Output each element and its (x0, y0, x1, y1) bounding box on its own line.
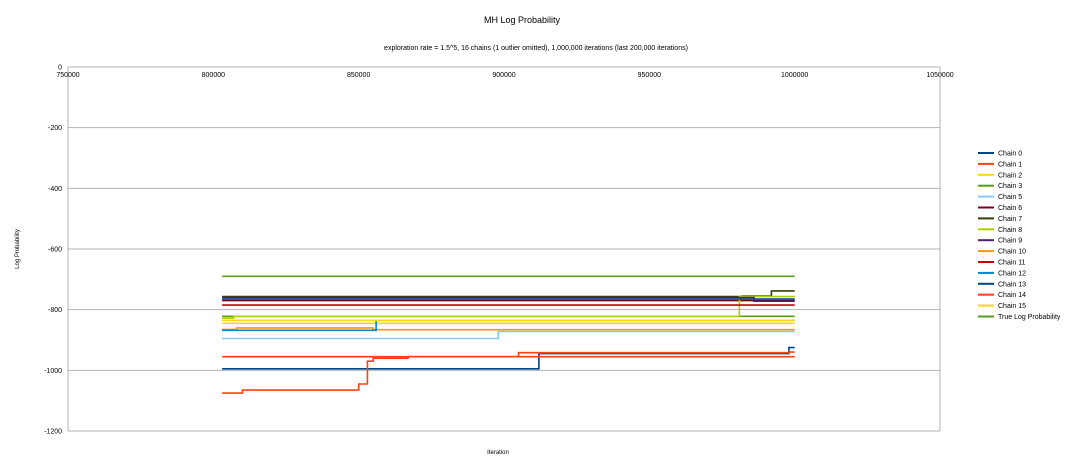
y-tick-label: -400 (48, 186, 62, 193)
x-tick-label: 950000 (638, 72, 661, 79)
legend-entry: Chain 0 (998, 151, 1022, 158)
series-line-6 (222, 290, 795, 298)
y-tick-label: -200 (48, 125, 62, 132)
legend-entry: Chain 12 (998, 270, 1026, 277)
gridlines (68, 66, 940, 432)
x-axis-label: Iteration (487, 450, 509, 456)
x-tick-label: 900000 (492, 72, 515, 79)
legend-entry: Chain 15 (998, 303, 1026, 310)
series-line-1 (222, 351, 795, 394)
legend-entry: Chain 1 (998, 161, 1022, 168)
x-tick-label: 1000000 (781, 72, 808, 79)
y-tick-label: -1000 (44, 368, 62, 375)
legend-entry: Chain 9 (998, 238, 1022, 245)
legend-entry: Chain 14 (998, 292, 1026, 299)
legend-entry: Chain 6 (998, 205, 1022, 212)
series-line-0 (222, 346, 795, 370)
legend-entry: Chain 10 (998, 249, 1026, 256)
legend-entry: Chain 13 (998, 281, 1026, 288)
x-tick-label: 850000 (347, 72, 370, 79)
y-axis-label: Log Probability (15, 229, 21, 269)
legend-entry: Chain 11 (998, 260, 1026, 267)
series-line-9 (222, 327, 795, 331)
legend-entry: Chain 3 (998, 183, 1022, 190)
chart-title: MH Log Probability (484, 15, 561, 25)
y-tick-label: -600 (48, 247, 62, 254)
chart-subtitle: exploration rate = 1.5^5, 16 chains (1 o… (384, 45, 688, 52)
series-line-11 (222, 319, 795, 332)
legend: Chain 0 Chain 1 Chain 2 Chain 3 Chain 5 Chain… (978, 151, 1061, 321)
y-tick-label: -800 (48, 307, 62, 314)
y-tick-label: 0 (58, 65, 62, 72)
legend-entry: Chain 8 (998, 227, 1022, 234)
series-line-7 (222, 295, 795, 319)
legend-entry: Chain 2 (998, 172, 1022, 179)
x-tick-label: 800000 (202, 72, 225, 79)
series-line-4 (222, 330, 795, 340)
y-tick-label: -1200 (44, 429, 62, 436)
series-lines (222, 275, 795, 394)
legend-entry: Chain 7 (998, 216, 1022, 223)
axes: 0-200-400-600-800-1000-12007500008000008… (44, 65, 954, 436)
legend-entry: True Log Probability (998, 314, 1061, 321)
legend-entry: Chain 5 (998, 194, 1022, 201)
